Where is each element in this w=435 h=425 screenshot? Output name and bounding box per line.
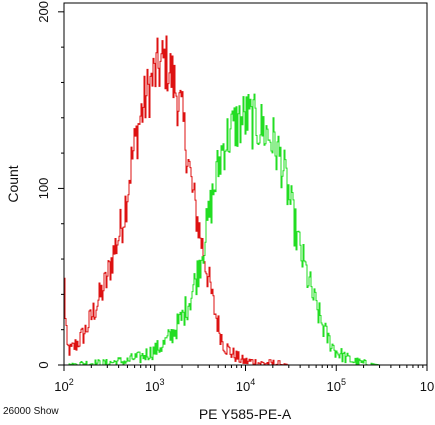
y-tick-label-1: 100 <box>36 178 51 200</box>
x-tick-label-1: 103 <box>145 377 164 394</box>
x-tick-label-0: 102 <box>54 377 73 394</box>
x-tick-label-2: 104 <box>236 377 255 394</box>
event-count-footnote: 26000 Show <box>3 406 59 417</box>
x-axis-title: PE Y585-PE-A <box>199 406 292 422</box>
histogram-series-2 <box>64 93 427 366</box>
x-tick-label-4: 10 <box>420 379 434 394</box>
y-tick-label-2: 200 <box>36 1 51 23</box>
y-axis-title: Count <box>5 165 21 202</box>
axis-layer: 0 100 200 102 103 104 105 10 <box>36 1 434 394</box>
y-tick-label-0: 0 <box>36 361 51 368</box>
x-tick-label-3: 105 <box>327 377 346 394</box>
